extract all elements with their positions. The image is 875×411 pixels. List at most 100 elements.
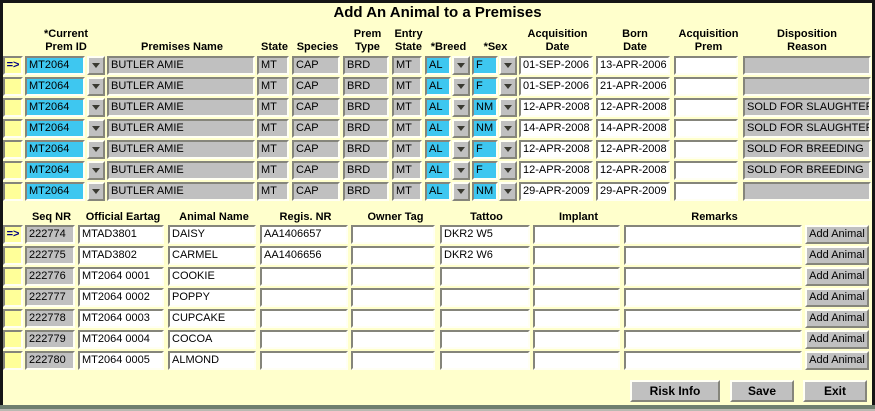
remarks-field[interactable] xyxy=(624,351,802,370)
acquisition-prem-field[interactable] xyxy=(674,161,738,180)
owner-tag-field[interactable] xyxy=(351,330,435,349)
sex-field[interactable]: F xyxy=(472,56,498,75)
implant-field[interactable] xyxy=(533,267,620,286)
official-eartag-field[interactable]: MT2064 0004 xyxy=(78,330,164,349)
sex-dropdown-button[interactable] xyxy=(499,56,517,75)
acquisition-date-field[interactable]: 29-APR-2009 xyxy=(519,182,593,201)
breed-field[interactable]: AL xyxy=(425,140,451,159)
tattoo-field[interactable] xyxy=(440,330,530,349)
animal-name-field[interactable]: ALMOND xyxy=(168,351,256,370)
owner-tag-field[interactable] xyxy=(351,246,435,265)
acquisition-prem-field[interactable] xyxy=(674,119,738,138)
animal-name-field[interactable]: COOKIE xyxy=(168,267,256,286)
breed-dropdown-button[interactable] xyxy=(452,161,470,180)
prem-id-dropdown-button[interactable] xyxy=(87,182,105,201)
prem-id-dropdown-button[interactable] xyxy=(87,98,105,117)
owner-tag-field[interactable] xyxy=(351,267,435,286)
sex-dropdown-button[interactable] xyxy=(499,77,517,96)
prem-id-field[interactable]: MT2064 xyxy=(25,56,85,75)
breed-field[interactable]: AL xyxy=(425,56,451,75)
add-animal-button[interactable]: Add Animal xyxy=(805,309,869,328)
animal-name-field[interactable]: DAISY xyxy=(168,225,256,244)
sex-field[interactable]: NM xyxy=(472,119,498,138)
remarks-field[interactable] xyxy=(624,330,802,349)
tattoo-field[interactable] xyxy=(440,267,530,286)
animal-name-field[interactable]: CUPCAKE xyxy=(168,309,256,328)
owner-tag-field[interactable] xyxy=(351,351,435,370)
breed-field[interactable]: AL xyxy=(425,98,451,117)
acquisition-date-field[interactable]: 12-APR-2008 xyxy=(519,140,593,159)
official-eartag-field[interactable]: MT2064 0001 xyxy=(78,267,164,286)
sex-field[interactable]: NM xyxy=(472,98,498,117)
born-date-field[interactable]: 13-APR-2006 xyxy=(596,56,670,75)
breed-dropdown-button[interactable] xyxy=(452,98,470,117)
add-animal-button[interactable]: Add Animal xyxy=(805,246,869,265)
sex-dropdown-button[interactable] xyxy=(499,98,517,117)
remarks-field[interactable] xyxy=(624,225,802,244)
breed-dropdown-button[interactable] xyxy=(452,182,470,201)
implant-field[interactable] xyxy=(533,288,620,307)
prem-id-dropdown-button[interactable] xyxy=(87,119,105,138)
official-eartag-field[interactable]: MT2064 0002 xyxy=(78,288,164,307)
remarks-field[interactable] xyxy=(624,267,802,286)
prem-id-field[interactable]: MT2064 xyxy=(25,77,85,96)
tattoo-field[interactable] xyxy=(440,309,530,328)
sex-dropdown-button[interactable] xyxy=(499,161,517,180)
implant-field[interactable] xyxy=(533,351,620,370)
regis-nr-field[interactable] xyxy=(260,309,348,328)
breed-dropdown-button[interactable] xyxy=(452,119,470,138)
prem-id-dropdown-button[interactable] xyxy=(87,161,105,180)
acquisition-prem-field[interactable] xyxy=(674,182,738,201)
tattoo-field[interactable]: DKR2 W6 xyxy=(440,246,530,265)
remarks-field[interactable] xyxy=(624,246,802,265)
tattoo-field[interactable] xyxy=(440,351,530,370)
prem-id-dropdown-button[interactable] xyxy=(87,140,105,159)
breed-field[interactable]: AL xyxy=(425,119,451,138)
add-animal-button[interactable]: Add Animal xyxy=(805,267,869,286)
animal-name-field[interactable]: COCOA xyxy=(168,330,256,349)
official-eartag-field[interactable]: MTAD3801 xyxy=(78,225,164,244)
prem-id-field[interactable]: MT2064 xyxy=(25,161,85,180)
breed-dropdown-button[interactable] xyxy=(452,140,470,159)
prem-id-field[interactable]: MT2064 xyxy=(25,182,85,201)
prem-id-dropdown-button[interactable] xyxy=(87,56,105,75)
regis-nr-field[interactable]: AA1406657 xyxy=(260,225,348,244)
breed-field[interactable]: AL xyxy=(425,182,451,201)
owner-tag-field[interactable] xyxy=(351,288,435,307)
acquisition-date-field[interactable]: 01-SEP-2006 xyxy=(519,56,593,75)
official-eartag-field[interactable]: MTAD3802 xyxy=(78,246,164,265)
breed-dropdown-button[interactable] xyxy=(452,56,470,75)
exit-button[interactable]: Exit xyxy=(803,380,867,402)
regis-nr-field[interactable] xyxy=(260,351,348,370)
owner-tag-field[interactable] xyxy=(351,225,435,244)
official-eartag-field[interactable]: MT2064 0003 xyxy=(78,309,164,328)
sex-field[interactable]: NM xyxy=(472,182,498,201)
regis-nr-field[interactable] xyxy=(260,267,348,286)
born-date-field[interactable]: 12-APR-2008 xyxy=(596,161,670,180)
acquisition-date-field[interactable]: 01-SEP-2006 xyxy=(519,77,593,96)
acquisition-prem-field[interactable] xyxy=(674,77,738,96)
remarks-field[interactable] xyxy=(624,309,802,328)
breed-field[interactable]: AL xyxy=(425,161,451,180)
regis-nr-field[interactable] xyxy=(260,330,348,349)
prem-id-field[interactable]: MT2064 xyxy=(25,119,85,138)
tattoo-field[interactable]: DKR2 W5 xyxy=(440,225,530,244)
sex-field[interactable]: F xyxy=(472,161,498,180)
born-date-field[interactable]: 12-APR-2008 xyxy=(596,98,670,117)
implant-field[interactable] xyxy=(533,309,620,328)
save-button[interactable]: Save xyxy=(730,380,794,402)
animal-name-field[interactable]: CARMEL xyxy=(168,246,256,265)
animal-name-field[interactable]: POPPY xyxy=(168,288,256,307)
sex-dropdown-button[interactable] xyxy=(499,140,517,159)
born-date-field[interactable]: 12-APR-2008 xyxy=(596,140,670,159)
risk-info-button[interactable]: Risk Info xyxy=(630,380,720,402)
acquisition-prem-field[interactable] xyxy=(674,98,738,117)
prem-id-field[interactable]: MT2064 xyxy=(25,140,85,159)
regis-nr-field[interactable] xyxy=(260,288,348,307)
prem-id-dropdown-button[interactable] xyxy=(87,77,105,96)
implant-field[interactable] xyxy=(533,330,620,349)
sex-dropdown-button[interactable] xyxy=(499,182,517,201)
acquisition-prem-field[interactable] xyxy=(674,140,738,159)
add-animal-button[interactable]: Add Animal xyxy=(805,288,869,307)
add-animal-button[interactable]: Add Animal xyxy=(805,330,869,349)
